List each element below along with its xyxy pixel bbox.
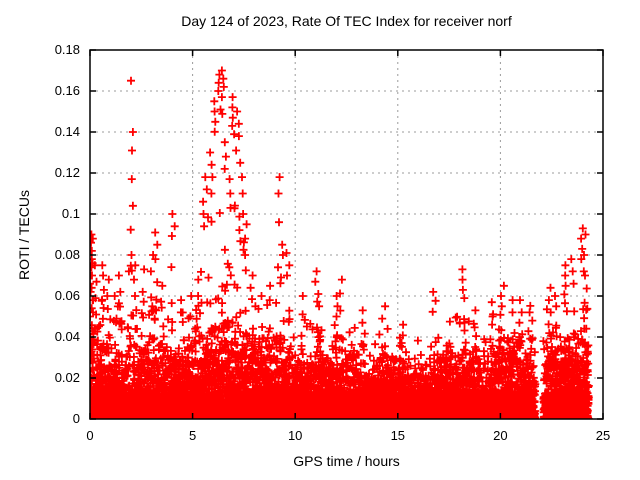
y-tick-label: 0: [72, 411, 80, 426]
x-tick-label: 5: [188, 428, 197, 443]
x-tick-label: 25: [595, 428, 611, 443]
x-tick-label: 10: [287, 428, 303, 443]
tick-marks: [89, 49, 604, 420]
chart-title: Day 124 of 2023, Rate Of TEC Index for r…: [181, 13, 512, 29]
data-points: [90, 66, 593, 419]
x-tick-label: 15: [390, 428, 406, 443]
y-tick-label: 0.14: [54, 124, 80, 139]
x-tick-label: 0: [86, 428, 94, 443]
y-tick-label: 0.1: [61, 206, 80, 221]
y-tick-label: 0.02: [54, 370, 80, 385]
x-tick-label: 20: [493, 428, 508, 443]
y-tick-label: 0.08: [54, 247, 80, 262]
y-tick-label: 0.06: [54, 288, 80, 303]
y-tick-label: 0.18: [54, 42, 80, 57]
y-tick-label: 0.04: [54, 329, 80, 344]
plot-border: [89, 49, 604, 420]
x-axis-label: GPS time / hours: [293, 453, 400, 469]
y-tick-label: 0.16: [54, 83, 80, 98]
y-tick-label: 0.12: [54, 165, 80, 180]
